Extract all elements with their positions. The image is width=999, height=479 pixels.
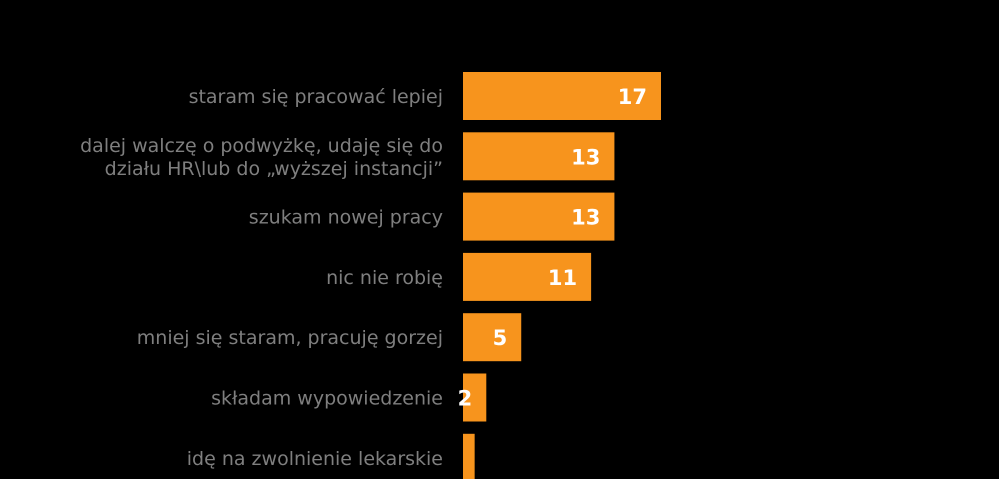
bar [463,72,661,120]
bar-value-label: 13 [571,206,600,230]
bar [463,132,615,181]
bar [463,433,475,479]
bar-value-label: 5 [493,326,508,350]
bar [463,192,615,241]
category-label: dalej walczę o podwyżkę, udaję się do [80,135,443,157]
bar [463,252,592,301]
category-label: działu HR\lub do „wyższej instancji” [105,158,443,180]
category-label: szukam nowej pracy [249,207,443,229]
category-label: staram się pracować lepiej [189,86,443,108]
bar-value-label: 17 [618,85,647,109]
bar-value-label: 2 [458,387,473,411]
bar-value-label: 13 [571,145,600,169]
bar-value-label: 11 [548,266,577,290]
category-label: mniej się staram, pracuję gorzej [137,327,443,349]
bar [463,373,487,422]
category-label: idę na zwolnienie lekarskie [187,448,443,470]
bar [463,313,522,362]
category-label: składam wypowiedzenie [211,388,443,410]
category-label: nic nie robię [326,267,443,289]
